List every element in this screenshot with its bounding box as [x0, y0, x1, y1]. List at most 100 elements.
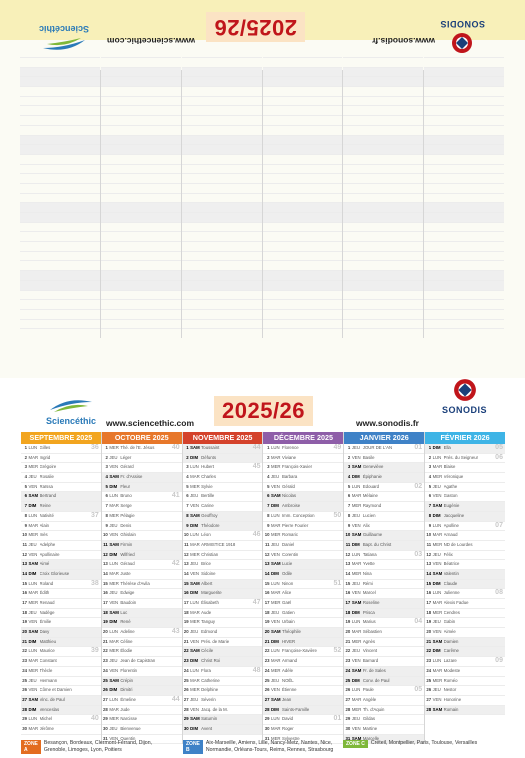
- weekday: DIM: [109, 619, 118, 625]
- weekday: MAR: [270, 454, 281, 460]
- day-row: 23 VEN Barnard: [344, 657, 425, 667]
- day-row: 1 LUN Gilles 36: [21, 444, 101, 454]
- saint-name: Apollinaire: [39, 551, 60, 557]
- day-number: 27: [264, 696, 270, 702]
- day-row-top: [100, 212, 181, 222]
- saint-name: Nestor: [443, 687, 457, 693]
- day-row: 18 DIM Prisca: [344, 608, 425, 619]
- saint-name: Marcelle: [362, 735, 380, 741]
- saint-name: Sébastien: [362, 629, 382, 635]
- saint-name: Barnard: [362, 658, 379, 664]
- weekday: MAR: [270, 522, 281, 528]
- week-number: 44: [252, 444, 261, 451]
- day-row-top: [262, 163, 343, 174]
- day-row-top: [100, 289, 181, 300]
- saint-name: Nativité: [39, 512, 54, 518]
- day-row-top: [343, 163, 424, 174]
- weekday: SAM: [28, 493, 39, 499]
- week-number: 47: [252, 599, 261, 606]
- weekday: DIM: [432, 445, 441, 450]
- weekday: MER: [28, 532, 39, 538]
- weekday: SAM: [190, 580, 200, 586]
- day-row: 24 MAR Modeste: [425, 667, 505, 677]
- day-row-top: [343, 202, 424, 213]
- day-row-top: [424, 124, 504, 135]
- weekday: MAR: [190, 474, 200, 480]
- weekday: SAM: [432, 570, 443, 576]
- saint-name: Edmond: [201, 629, 218, 635]
- week-number: 50: [333, 511, 342, 519]
- sciencethic-url[interactable]: www.sciencethic.com: [106, 418, 195, 428]
- day-row-top: [100, 231, 181, 242]
- saint-name: Barbara: [281, 474, 298, 480]
- week-number: 48: [252, 666, 261, 674]
- saint-name: Constant: [39, 658, 57, 664]
- day-number: 20: [345, 629, 351, 635]
- day-number: 12: [22, 551, 27, 557]
- weekday: JEU: [109, 522, 118, 528]
- weekday: JEU: [28, 609, 37, 615]
- day-number: 14: [22, 570, 27, 576]
- day-number: 3: [347, 464, 351, 470]
- day-number: 10: [103, 532, 108, 538]
- weekday: MER: [432, 609, 443, 615]
- saint-name: Narcisse: [120, 716, 138, 722]
- day-row-top: [181, 153, 262, 164]
- day-number: 28: [426, 706, 432, 712]
- sonodis-url-top[interactable]: www.sonodis.fr: [372, 36, 435, 46]
- day-row-top: [20, 124, 100, 135]
- day-number: 15: [264, 580, 270, 586]
- saint-name: Edwige: [120, 590, 135, 596]
- weekday: MER: [351, 570, 362, 576]
- day-number: 24: [183, 667, 189, 673]
- sciencethic-url-top[interactable]: www.sciencethic.com: [106, 36, 195, 46]
- day-row-top: [262, 183, 343, 193]
- day-row: 30 MAR Jérôme: [21, 725, 101, 735]
- weekday: VEN: [109, 532, 119, 538]
- sonodis-url[interactable]: www.sonodis.fr: [356, 418, 419, 428]
- saint-name: Marguerite: [201, 590, 222, 596]
- weekday: LUN: [190, 532, 199, 538]
- day-number: 29: [22, 716, 27, 722]
- saint-name: Paule: [362, 687, 374, 693]
- saint-name: Ninon: [281, 580, 294, 586]
- day-number: 13: [22, 561, 27, 567]
- day-row: 10 MAR Arnaud: [425, 531, 505, 541]
- day-row: 23 LUN Lazare 09: [425, 657, 505, 667]
- day-row-top: [181, 212, 262, 222]
- day-row-top: [100, 270, 181, 280]
- weekday: MER: [270, 735, 281, 741]
- day-number: 26: [183, 687, 189, 693]
- day-row: 22 DIM Carême: [425, 647, 505, 658]
- day-row: 26 LUN Paule 05: [344, 686, 425, 696]
- day-row-top: [424, 231, 504, 242]
- weekday: DIM: [190, 658, 199, 664]
- day-number: 14: [426, 570, 432, 576]
- day-number: 2: [267, 454, 270, 460]
- saint-name: Agathe: [443, 483, 458, 489]
- saint-name: Alain: [39, 522, 50, 528]
- day-row: 6 VEN Gaston: [425, 492, 505, 503]
- day-row-top: [181, 124, 262, 135]
- day-row-top: [262, 289, 343, 300]
- day-number: 21: [426, 638, 432, 644]
- weekday: DIM: [351, 541, 360, 547]
- sciencethic-leaf-icon: [42, 38, 85, 50]
- saint-name: Basile: [362, 454, 375, 460]
- weekday: VEN: [190, 638, 199, 644]
- weekday: MER: [190, 551, 200, 557]
- weekday: SAM: [190, 445, 200, 450]
- saint-name: Marcel: [362, 590, 376, 596]
- day-row-top: [20, 95, 100, 106]
- saint-name: Claude: [443, 580, 458, 586]
- day-row: 4 MER Véronique: [425, 473, 505, 483]
- day-number: 10: [345, 532, 351, 538]
- saint-name: Michel: [39, 716, 52, 722]
- weekday: DIM: [109, 483, 118, 489]
- month-column-nov: NOVEMBRE 2025 1 SAM Toussaint 44 2 DIM Défunts 3…: [182, 432, 264, 745]
- week-number: 03: [414, 550, 423, 558]
- saint-name: Bruno: [120, 493, 132, 499]
- saint-name: Séverin: [201, 696, 216, 702]
- day-row-top: [343, 144, 424, 154]
- day-number: 15: [103, 580, 108, 586]
